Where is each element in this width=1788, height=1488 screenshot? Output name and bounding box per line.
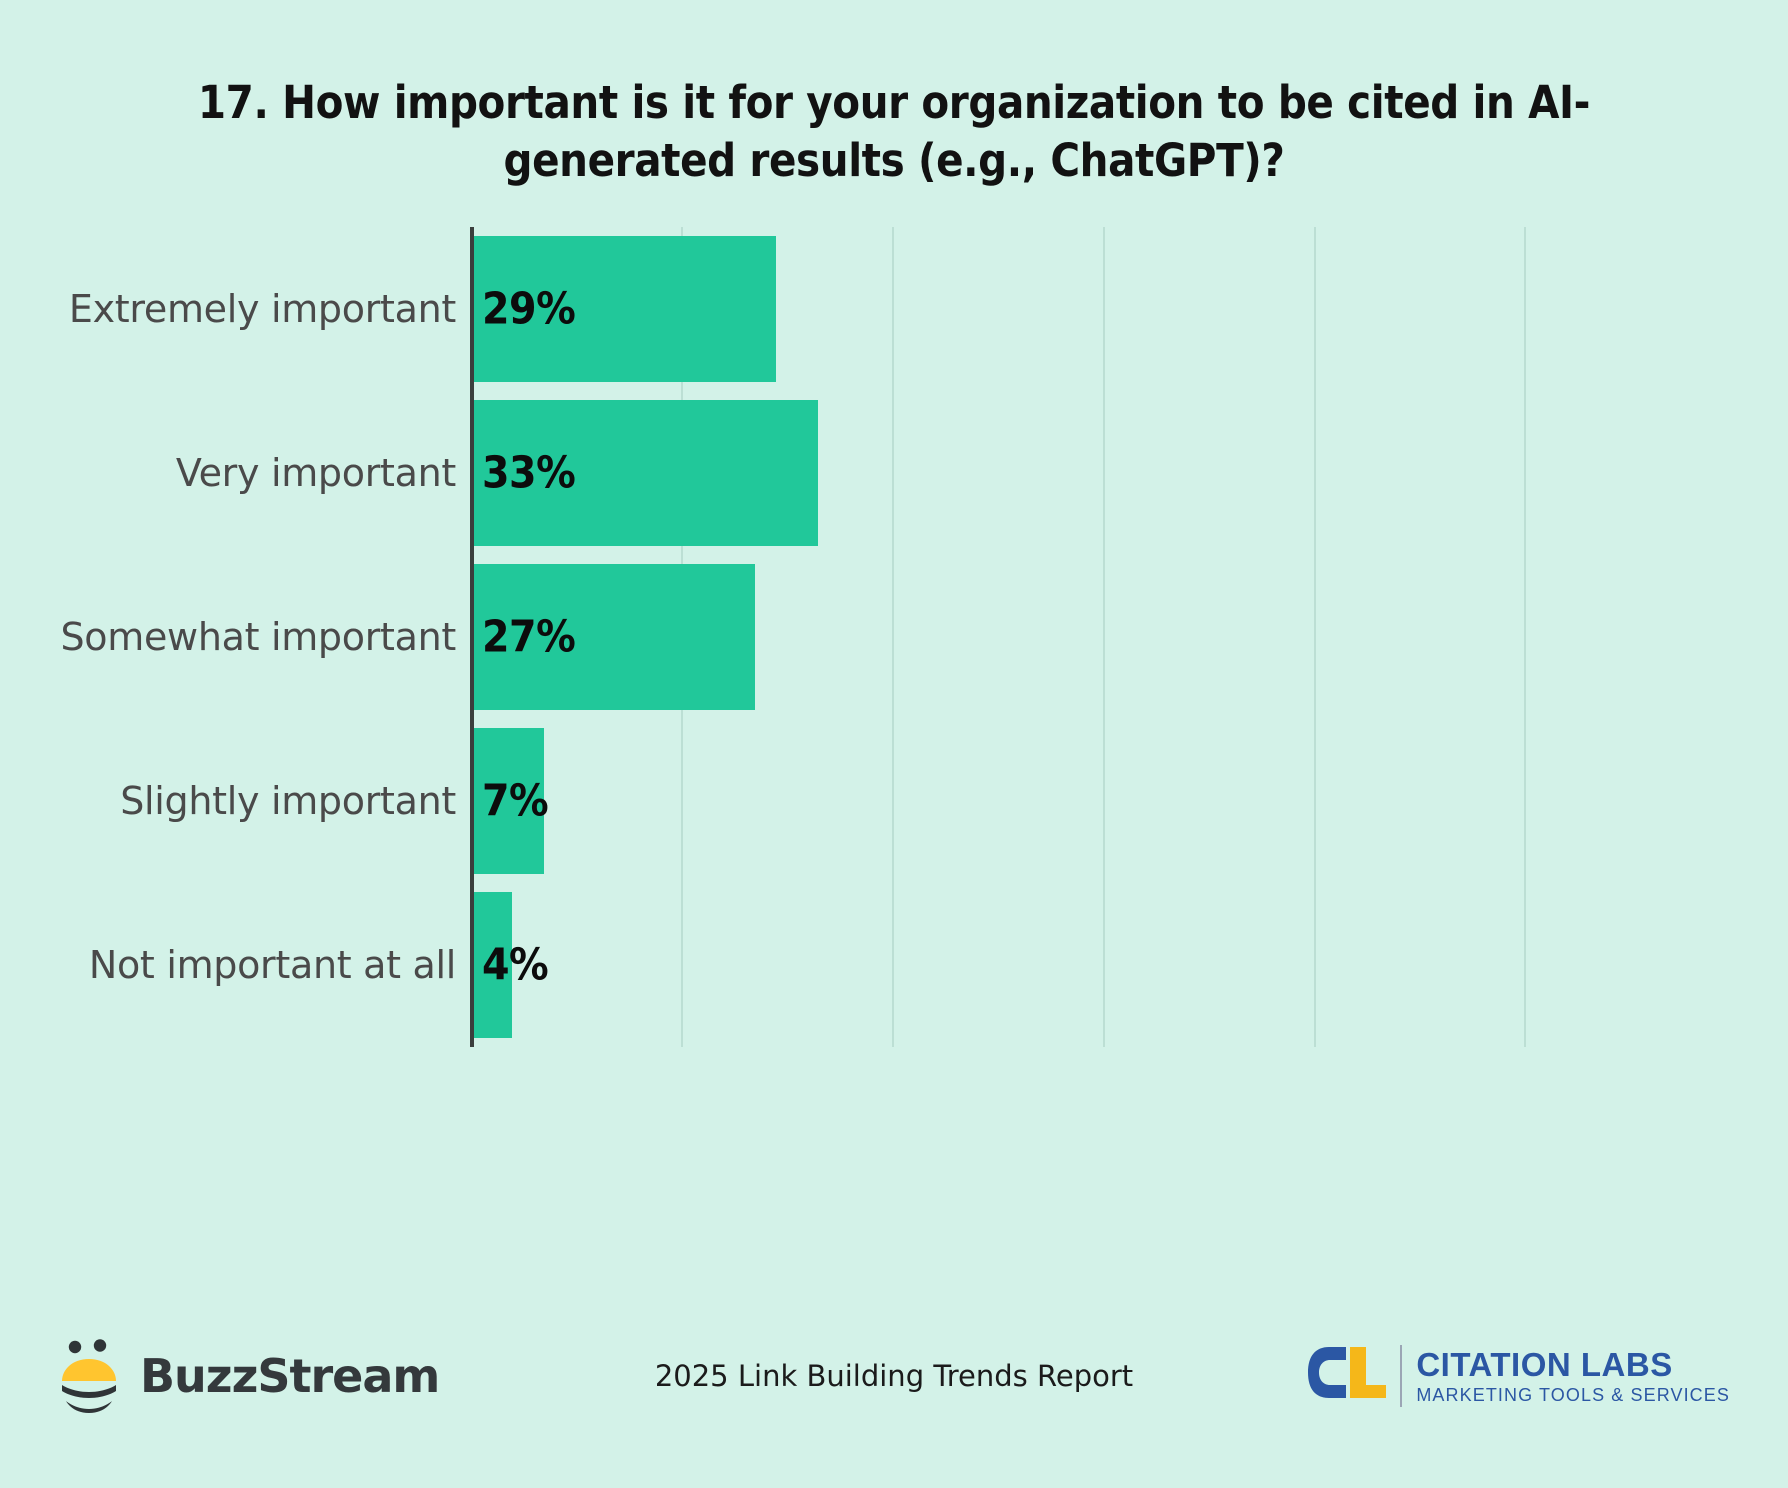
- bar-value-label: 33%: [482, 447, 576, 499]
- bar-zone: 29%: [470, 227, 1788, 391]
- bar-zone: 7%: [470, 719, 1788, 883]
- page-title: 17. How important is it for your organiz…: [197, 76, 1591, 187]
- bar-row: Extremely important 29%: [0, 227, 1788, 391]
- category-label: Slightly important: [120, 779, 456, 824]
- bar-zone: 27%: [470, 555, 1788, 719]
- logo-divider: [1400, 1345, 1403, 1407]
- bar-row: Somewhat important 27%: [0, 555, 1788, 719]
- bar[interactable]: 27%: [470, 564, 755, 711]
- title-container: 17. How important is it for your organiz…: [0, 0, 1788, 189]
- buzzstream-wordmark: BuzzStream: [140, 1349, 440, 1403]
- bar-value-label: 27%: [482, 611, 576, 663]
- citation-labs-logo-group: CITATION LABS MARKETING TOOLS & SERVICES: [1308, 1345, 1730, 1407]
- bar-row: Not important at all 4%: [0, 883, 1788, 1047]
- report-note: 2025 Link Building Trends Report: [654, 1359, 1134, 1393]
- bar-zone: 33%: [470, 391, 1788, 555]
- bar-value-label: 29%: [482, 283, 576, 335]
- citation-labs-text: CITATION LABS MARKETING TOOLS & SERVICES: [1416, 1348, 1730, 1404]
- category-label: Somewhat important: [60, 615, 456, 660]
- bar-row: Very important 33%: [0, 391, 1788, 555]
- bar[interactable]: 4%: [470, 892, 549, 1039]
- citation-labs-logo: CITATION LABS MARKETING TOOLS & SERVICES: [1210, 1345, 1730, 1407]
- y-axis-line: [470, 227, 474, 1048]
- citation-labs-title: CITATION LABS: [1416, 1346, 1673, 1383]
- bar-value-label: 7%: [482, 775, 549, 827]
- cl-monogram-icon: [1308, 1345, 1387, 1407]
- bar[interactable]: 33%: [470, 400, 818, 547]
- bee-icon: [58, 1339, 120, 1413]
- citation-labs-subtitle: MARKETING TOOLS & SERVICES: [1416, 1385, 1730, 1405]
- footer-center: 2025 Link Building Trends Report: [578, 1359, 1210, 1393]
- bar-zone: 4%: [470, 883, 1788, 1047]
- category-label: Not important at all: [88, 943, 456, 988]
- bar[interactable]: 7%: [470, 728, 549, 875]
- footer: BuzzStream 2025 Link Building Trends Rep…: [0, 1316, 1788, 1436]
- category-label: Very important: [175, 451, 456, 496]
- bar-value-label: 4%: [482, 939, 549, 991]
- bar-rows: Extremely important 29% Very important 33% S…: [0, 227, 1788, 1047]
- buzzstream-logo: BuzzStream: [58, 1339, 578, 1413]
- bar-row: Slightly important 7%: [0, 719, 1788, 883]
- bar-chart: Extremely important 29% Very important 33% S…: [0, 227, 1788, 1048]
- bar[interactable]: 29%: [470, 236, 776, 383]
- category-label: Extremely important: [68, 287, 456, 332]
